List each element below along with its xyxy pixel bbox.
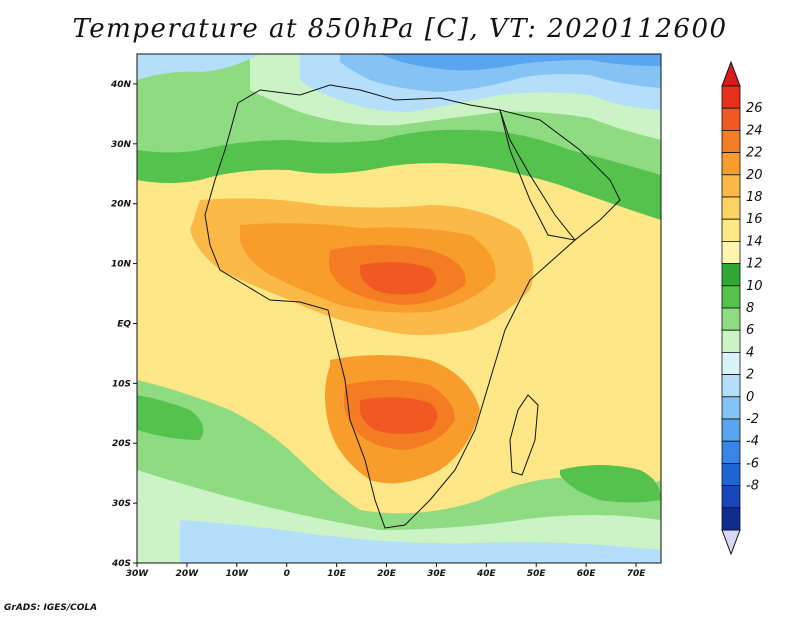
colorbar-label: 20 (746, 168, 763, 183)
lon-tick-label: 20E (377, 569, 397, 579)
colorbar-swatch (721, 285, 741, 309)
colorbar-swatch (721, 374, 741, 398)
colorbar-swatch (721, 107, 741, 131)
lat-tick-label: 20S (112, 439, 131, 449)
map-frame (136, 53, 662, 564)
colorbar-label: 24 (746, 123, 763, 138)
colorbar-label: 22 (746, 146, 763, 161)
arabia-coastline (499, 109, 621, 241)
colorbar-label: 2 (746, 368, 754, 383)
colorbar-bottom-arrow (721, 529, 741, 556)
lat-tick-label: 10N (111, 260, 132, 270)
colorbar-swatch (721, 329, 741, 353)
colorbar-swatch (721, 174, 741, 198)
lat-tick-label: 10S (112, 379, 131, 389)
colorbar-swatch (721, 218, 741, 242)
colorbar-label: -6 (746, 456, 759, 471)
colorbar-label: 10 (746, 279, 763, 294)
colorbar-swatch (721, 462, 741, 486)
map-title: Temperature at 850hPa [C], VT: 202011260… (72, 14, 728, 44)
colorbar-label: 26 (746, 101, 763, 116)
lon-tick-label: 30W (126, 569, 150, 579)
lon-tick-label: 40E (476, 569, 497, 579)
colorbar-label: 6 (746, 323, 754, 338)
lon-tick-label: 10E (327, 569, 347, 579)
colorbar-swatch (721, 396, 741, 420)
lon-tick-label: 10W (226, 569, 250, 579)
lon-tick-label: 30E (427, 569, 447, 579)
colorbar-label: -8 (746, 479, 759, 494)
temperature-field (137, 54, 661, 563)
colorbar-swatch (721, 418, 741, 442)
colorbar-swatch (721, 351, 741, 375)
colorbar-label: -2 (746, 412, 759, 427)
colorbar-swatch (721, 240, 741, 264)
lat-tick-label: EQ (117, 319, 131, 329)
lon-tick-label: 60E (577, 569, 597, 579)
colorbar-swatch (721, 507, 741, 531)
colorbar-label: -4 (746, 434, 759, 449)
lon-tick-label: 70E (627, 569, 647, 579)
lat-tick-label: 30S (112, 499, 131, 509)
colorbar-swatch (721, 129, 741, 153)
colorbar-swatch (721, 85, 741, 109)
colorbar-top-arrow (721, 60, 741, 87)
colorbar-label: 8 (746, 301, 754, 316)
lon-tick-label: 0 (284, 569, 290, 579)
colorbar-swatch (721, 440, 741, 464)
colorbar-label: 4 (746, 345, 754, 360)
colorbar-swatch (721, 152, 741, 176)
colorbar-label: 18 (746, 190, 763, 205)
colorbar-label: 0 (746, 390, 754, 405)
lat-tick-label: 40N (110, 80, 132, 90)
colorbar-swatch (721, 307, 741, 331)
lon-tick-label: 20W (176, 569, 200, 579)
colorbar-swatch (721, 263, 741, 287)
colorbar-swatch (721, 196, 741, 220)
colorbar-swatch (721, 485, 741, 509)
colorbar-label: 14 (746, 234, 763, 249)
colorbar-label: 16 (746, 212, 763, 227)
lat-tick-label: 30N (111, 140, 132, 150)
credit-text: GrADS: IGES/COLA (4, 603, 98, 613)
africa-coastline (204, 84, 577, 529)
lon-tick-label: 50E (527, 569, 547, 579)
lat-tick-label: 40S (111, 559, 131, 569)
lat-tick-label: 20N (111, 200, 132, 210)
madagascar-coastline (509, 394, 539, 476)
colorbar-label: 12 (746, 257, 763, 272)
